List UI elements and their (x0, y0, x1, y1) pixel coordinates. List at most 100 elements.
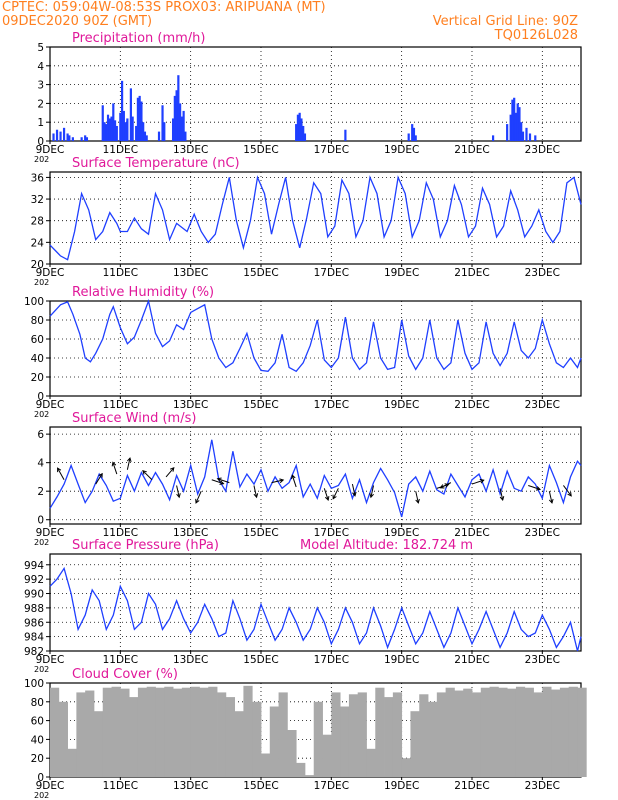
cloud-bar (190, 686, 200, 777)
wind-arrow (211, 479, 224, 485)
wind-arrow (57, 467, 65, 481)
precip-bar (184, 131, 187, 141)
cloud-bar (454, 690, 464, 777)
x-tick-label: 13DEC (173, 654, 208, 666)
x-tick-label: 17DEC (314, 654, 349, 666)
precip-bar (59, 131, 62, 141)
cloud-bar (225, 697, 236, 777)
panel-5: 982 984 986 988 990 992 994 9DEC 11DEC 13DEC 15DEC… (24, 538, 582, 674)
x-tick-label: 13DEC (173, 267, 208, 279)
plot-frame (49, 46, 582, 142)
panel-1: 0 1 2 3 4 5 9DEC 11DEC 13DEC 15DEC 17DEC 19DEC 21DEC… (34, 31, 582, 164)
cloud-bar (278, 692, 288, 777)
cloud-bar (331, 692, 341, 777)
x-tick-label: 13DEC (173, 780, 208, 792)
x-tick-label: 13DEC (173, 399, 208, 411)
wind-arrow-head (253, 493, 259, 499)
panel-title: Cloud Cover (%) (72, 667, 178, 682)
precip-bar (298, 112, 301, 141)
precip-bar (491, 135, 495, 141)
year-label-fragment: 202 (34, 278, 49, 287)
precip-bar (296, 114, 300, 141)
y-tick-label: 2 (37, 98, 44, 110)
wind-arrow-head (369, 493, 374, 499)
wind-arrow (528, 485, 541, 490)
cloud-bar (542, 686, 552, 777)
precip-bar (140, 101, 143, 141)
x-tick-label: 15DEC (243, 267, 278, 279)
wind-arrow-head (567, 491, 572, 497)
y-tick-label: 1 (37, 117, 44, 129)
y-tick-label: 994 (24, 560, 44, 572)
x-tick-label: 15DEC (243, 654, 278, 666)
x-tick-label: 11DEC (103, 654, 138, 666)
precip-bar (112, 103, 115, 141)
cloud-bar (67, 748, 77, 777)
x-tick-label: 11DEC (103, 267, 138, 279)
wind-arrow-head (195, 498, 200, 504)
wind-arrow (351, 483, 356, 496)
cloud-bar (50, 687, 60, 777)
y-tick-label: 100 (24, 296, 44, 308)
y-tick-label: 3 (37, 80, 44, 92)
y-tick-label: 0 (37, 391, 44, 403)
y-tick-label: 80 (31, 315, 44, 327)
y-tick-label: 984 (24, 632, 44, 644)
plot-frame (49, 300, 582, 397)
x-tick-label: 19DEC (384, 267, 419, 279)
precip-bar (66, 133, 69, 141)
year-label-fragment: 202 (34, 791, 49, 800)
panel-title: Surface Wind (m/s) (72, 411, 196, 426)
precip-bar (105, 124, 108, 141)
y-tick-label: 2 (37, 486, 44, 498)
wind-arrow-head (479, 478, 485, 484)
cloud-bar (410, 711, 420, 777)
precip-bar (129, 88, 132, 141)
precip-bar (179, 103, 182, 141)
cloud-bar (348, 694, 359, 777)
y-tick-label: 0 (37, 136, 44, 148)
precip-bar (71, 137, 74, 141)
x-tick-label: 23DEC (525, 144, 560, 156)
wind-arrow (142, 470, 153, 481)
y-tick-label: 24 (31, 237, 45, 249)
precip-bar (412, 127, 416, 141)
wind-arrow-head (352, 491, 357, 497)
x-tick-label: 23DEC (525, 267, 560, 279)
panel-2: 20 24 28 32 36 9DEC 11DEC 13DEC 15DEC 17DEC 19DEC 2… (31, 156, 582, 287)
precip-bar (126, 118, 129, 141)
wind-arrow-head (415, 498, 420, 504)
x-tick-label: 11DEC (103, 780, 138, 792)
x-tick-label: 9DEC (36, 527, 65, 539)
y-tick-label: 28 (31, 216, 44, 228)
wind-arrow (548, 491, 553, 503)
x-tick-label: 9DEC (36, 144, 65, 156)
x-tick-label: 11DEC (103, 144, 138, 156)
precip-bar (119, 112, 122, 141)
y-tick-label: 0 (37, 515, 44, 527)
panel-annotation: Model Altitude: 182.724 m (300, 538, 473, 553)
precip-bar (163, 122, 166, 141)
wind-arrow-head (216, 477, 222, 483)
y-tick-label: 4 (37, 458, 44, 470)
precip-bar (145, 135, 148, 141)
panel-3: 0 20 40 60 80 100 9DEC 11DEC 13DEC 15DEC 17DEC 19DE… (24, 285, 582, 419)
cloud-bar (568, 686, 578, 777)
y-tick-label: 20 (31, 753, 44, 765)
y-tick-label: 0 (37, 772, 44, 784)
cloud-bar (76, 692, 86, 777)
x-tick-label: 23DEC (525, 654, 560, 666)
cloud-bar (129, 697, 139, 777)
precip-bar (407, 133, 410, 141)
cloud-bar (445, 687, 455, 777)
y-tick-label: 5 (37, 42, 44, 54)
y-tick-label: 20 (31, 259, 44, 271)
cloud-bar (85, 690, 95, 777)
x-tick-label: 19DEC (384, 399, 419, 411)
y-tick-label: 60 (31, 716, 44, 728)
panel-title: Relative Humidity (%) (72, 285, 214, 300)
x-tick-label: 19DEC (384, 780, 419, 792)
run-date: 09DEC2020 90Z (GMT) (2, 14, 153, 29)
cloud-bar (208, 686, 218, 777)
